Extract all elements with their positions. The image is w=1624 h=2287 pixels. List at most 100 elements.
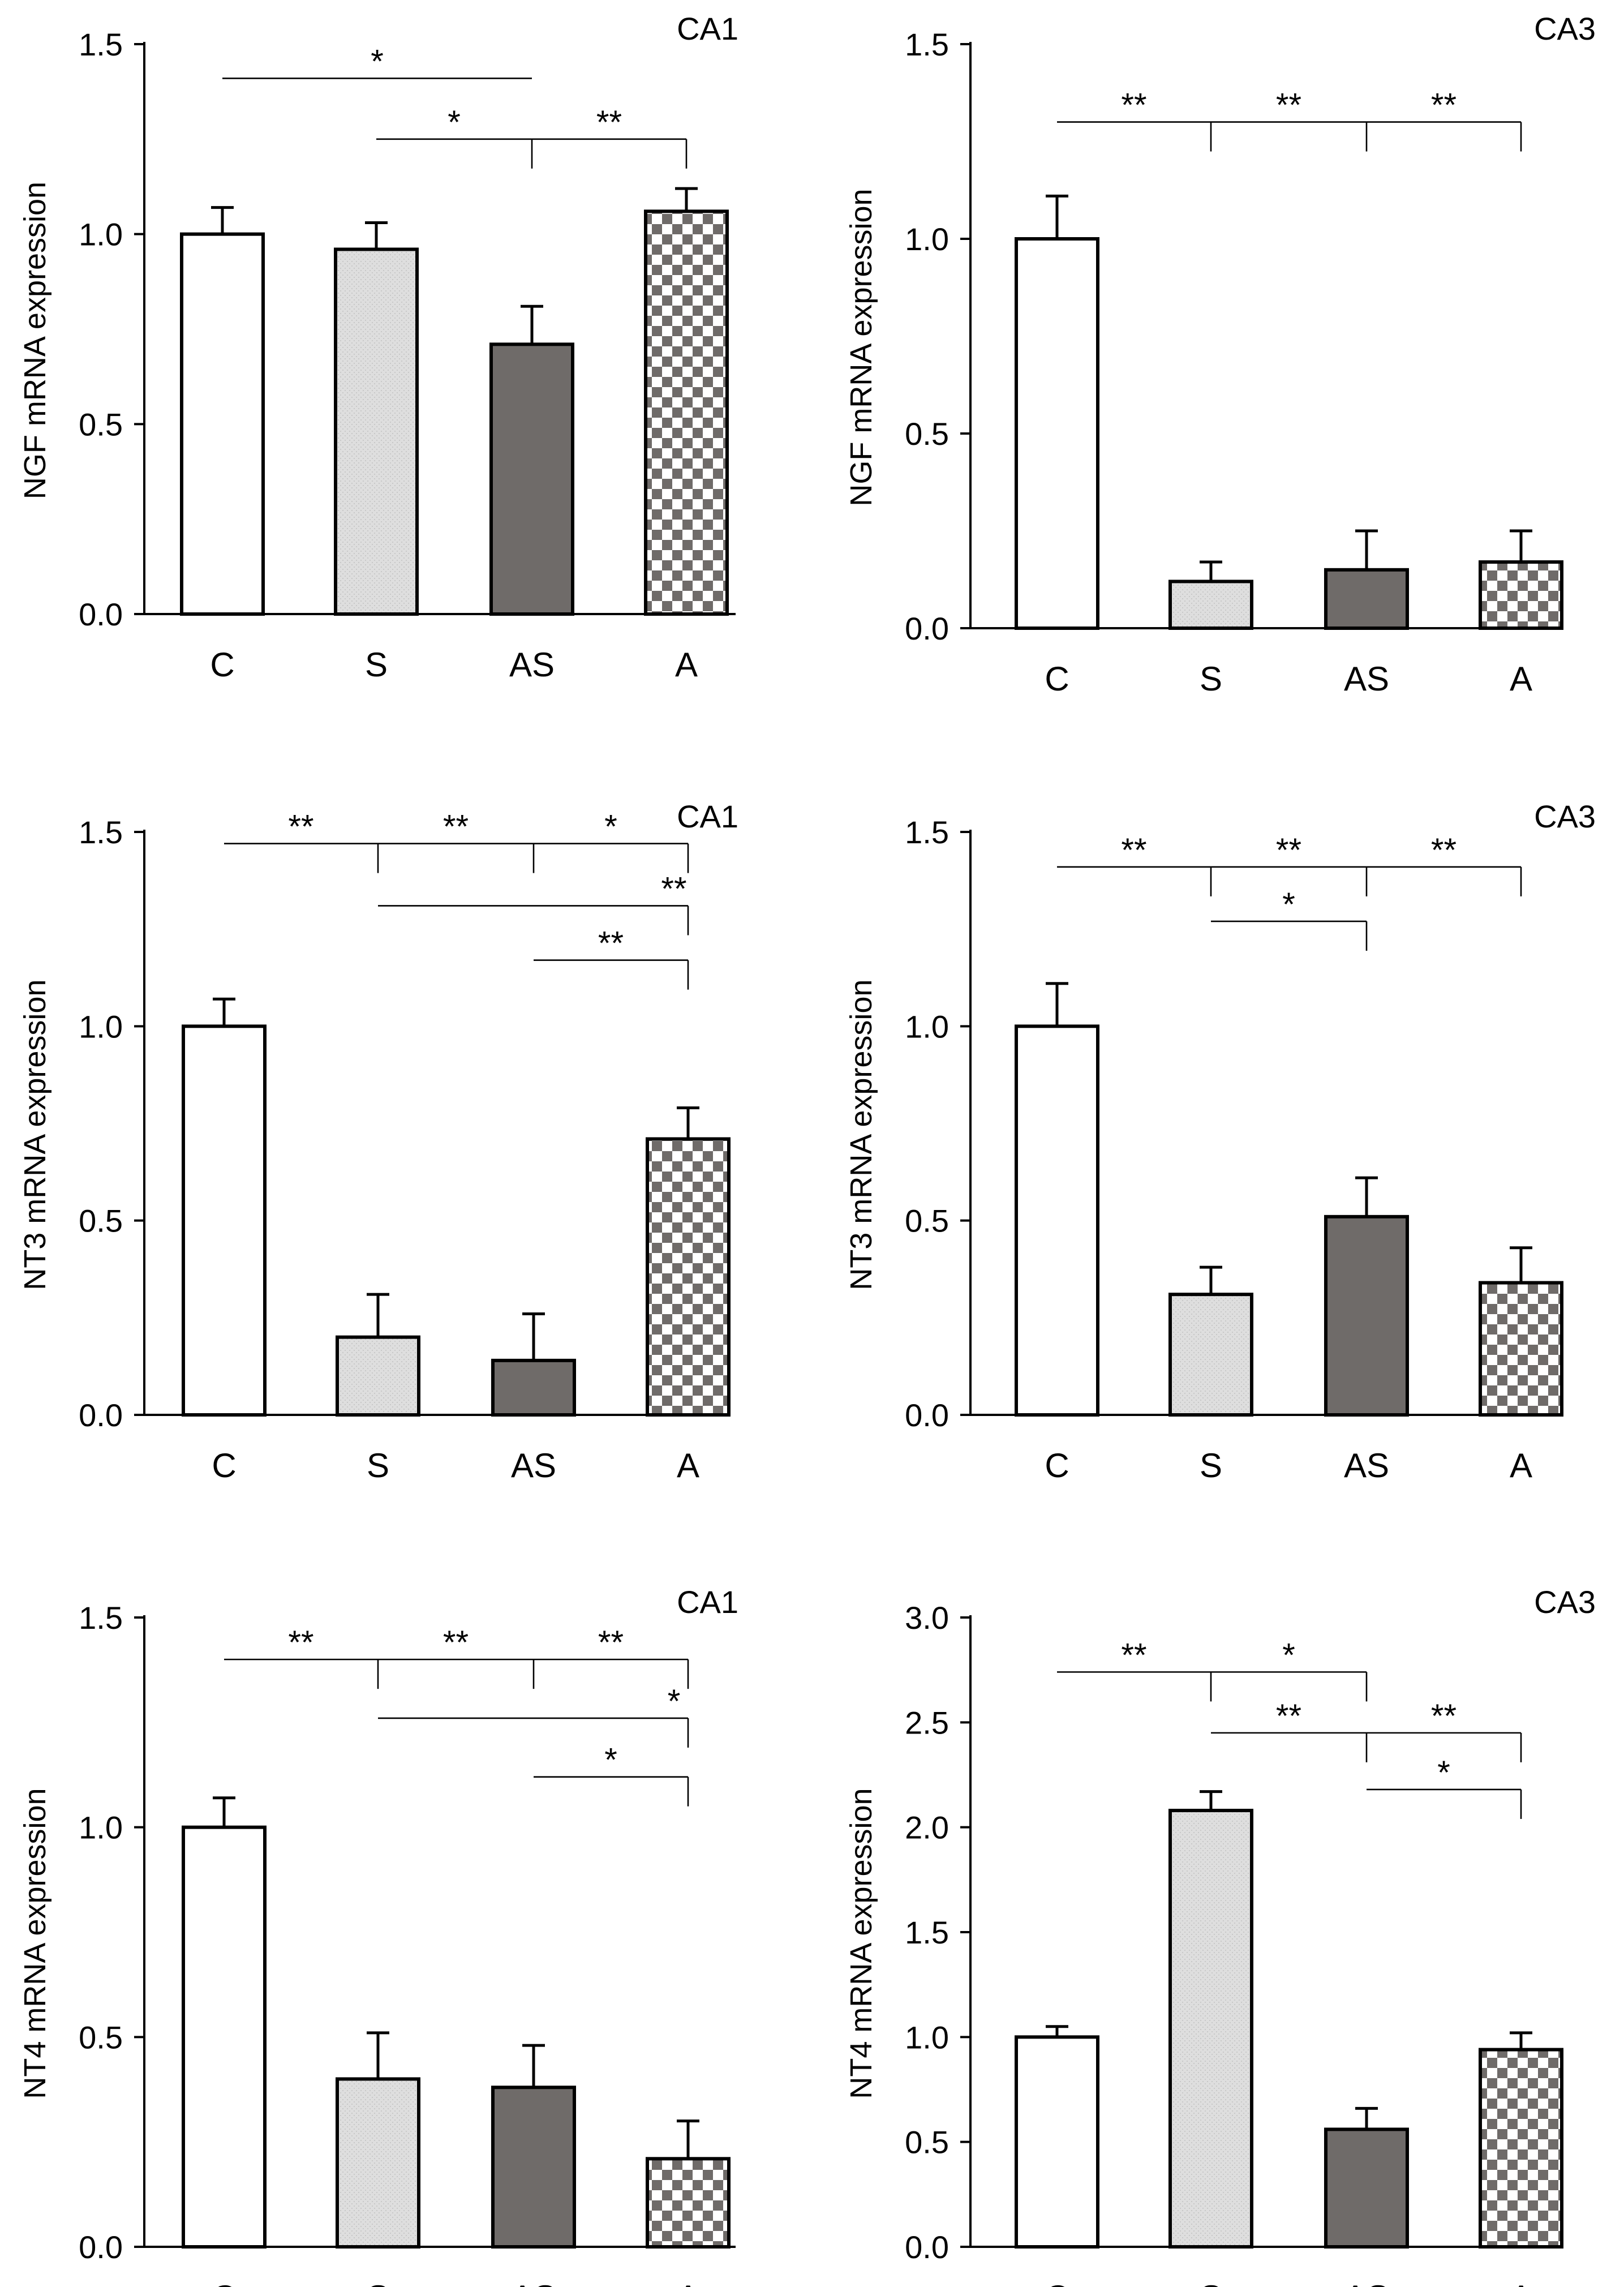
panel-title: CA3 <box>1534 799 1596 834</box>
panel-title: CA1 <box>677 1584 738 1620</box>
category-label: C <box>1045 2279 1069 2287</box>
category-label: C <box>1045 660 1069 698</box>
bar-as <box>1324 2127 1409 2249</box>
y-tick-label: 1.5 <box>79 27 123 62</box>
y-tick-label: 0.5 <box>905 2125 949 2160</box>
significance-star: ** <box>661 870 686 907</box>
significance-star: ** <box>1121 832 1146 869</box>
chart-panel-2: 0.0 0.5 1.0 1.5 NGF mRNA expression CA3 C S AS A *… <box>844 11 1596 698</box>
significance-star: * <box>1282 1637 1295 1674</box>
y-tick-label: 0.0 <box>79 597 123 632</box>
y-axis-label: NT3 mRNA expression <box>18 979 52 1290</box>
y-tick-label: 0.5 <box>79 406 123 442</box>
bar-as <box>491 2086 576 2249</box>
category-label: S <box>367 2279 389 2287</box>
significance-star: ** <box>1431 87 1457 124</box>
category-label: A <box>1510 1447 1532 1484</box>
bar-s <box>1168 1293 1253 1417</box>
bar-c <box>1015 2035 1099 2249</box>
y-tick-label: 0.0 <box>905 1397 949 1433</box>
category-label: C <box>212 1447 236 1484</box>
y-tick-label: 1.0 <box>905 1009 949 1044</box>
bar-a <box>1479 1281 1563 1417</box>
bar-a <box>1479 2048 1563 2249</box>
panel-title: CA3 <box>1534 11 1596 46</box>
y-tick-label: 0.0 <box>905 2229 949 2265</box>
significance-star: ** <box>1431 832 1457 869</box>
significance-star: ** <box>1121 87 1146 124</box>
category-label: AS <box>1344 1447 1389 1484</box>
bar-as <box>1324 568 1409 630</box>
significance-star: ** <box>598 1624 624 1661</box>
significance-star: ** <box>443 809 469 846</box>
bar-s <box>1168 580 1253 630</box>
significance-star: ** <box>1431 1698 1457 1735</box>
bar-s <box>334 247 419 616</box>
y-tick-label: 1.0 <box>79 1009 123 1044</box>
y-tick-label: 1.5 <box>79 1600 123 1636</box>
category-label: S <box>1200 1447 1222 1484</box>
significance-star: ** <box>596 104 622 141</box>
bar-as <box>491 1358 576 1417</box>
category-label: C <box>1045 1447 1069 1484</box>
category-label: A <box>675 646 698 684</box>
bar-c <box>182 1024 267 1417</box>
y-tick-label: 0.5 <box>905 416 949 452</box>
significance-star: ** <box>1276 87 1301 124</box>
significance-star: ** <box>598 925 624 962</box>
significance-star: * <box>604 809 617 846</box>
y-tick-label: 1.5 <box>905 814 949 850</box>
y-tick-label: 1.0 <box>905 221 949 257</box>
category-label: C <box>212 2279 236 2287</box>
category-label: A <box>677 1447 699 1484</box>
significance-star: * <box>668 1683 681 1720</box>
chart-panel-6: 0.0 0.5 1.0 1.5 2.0 2.5 3.0 NT4 mRNA expression… <box>844 1584 1596 2287</box>
chart-panel-3: 0.0 0.5 1.0 1.5 NT3 mRNA expression CA1 C S AS A *… <box>18 799 738 1484</box>
category-label: S <box>1200 2279 1222 2287</box>
bar-as <box>1324 1215 1409 1417</box>
significance-star: * <box>1437 1754 1450 1791</box>
bar-s <box>336 1335 420 1417</box>
y-axis-label: NT3 mRNA expression <box>844 979 878 1290</box>
y-tick-label: 1.0 <box>79 217 123 252</box>
panel-title: CA1 <box>677 799 738 834</box>
bar-a <box>644 209 729 616</box>
chart-panel-4: 0.0 0.5 1.0 1.5 NT3 mRNA expression CA3 C S AS A *… <box>844 799 1596 1484</box>
y-tick-label: 1.5 <box>79 814 123 850</box>
category-label: S <box>365 646 388 684</box>
significance-star: * <box>1282 886 1295 923</box>
category-label: S <box>367 1447 389 1484</box>
y-tick-label: 1.0 <box>79 1810 123 1846</box>
y-tick-label: 1.0 <box>905 2019 949 2055</box>
category-label: AS <box>1344 660 1389 698</box>
bar-c <box>1015 1024 1099 1417</box>
bar-s <box>1168 1809 1253 2249</box>
category-label: C <box>210 646 234 684</box>
bar-a <box>646 1137 731 1417</box>
significance-star: * <box>604 1742 617 1779</box>
y-tick-label: 1.5 <box>905 1915 949 1950</box>
bar-a <box>646 2157 731 2249</box>
panel-title: CA3 <box>1534 1584 1596 1620</box>
category-label: AS <box>1344 2279 1389 2287</box>
category-label: AS <box>511 2279 556 2287</box>
y-axis-label: NT4 mRNA expression <box>844 1788 878 2099</box>
significance-star: ** <box>1276 1698 1301 1735</box>
y-tick-label: 0.5 <box>79 1203 123 1239</box>
y-tick-label: 0.0 <box>79 1397 123 1433</box>
y-tick-label: 1.5 <box>905 27 949 62</box>
category-label: AS <box>511 1447 556 1484</box>
bar-c <box>1015 237 1099 630</box>
bar-s <box>336 2077 420 2249</box>
y-tick-label: 0.5 <box>905 1203 949 1239</box>
y-tick-label: 2.5 <box>905 1705 949 1740</box>
y-tick-label: 2.0 <box>905 1810 949 1846</box>
y-tick-label: 0.0 <box>79 2229 123 2265</box>
significance-star: * <box>371 43 384 80</box>
chart-panel-1: 0.0 0.5 1.0 1.5 NGF mRNA expression CA1 C S AS A *… <box>18 11 738 684</box>
y-tick-label: 3.0 <box>905 1600 949 1636</box>
bar-c <box>182 1825 267 2249</box>
bar-c <box>180 232 265 616</box>
